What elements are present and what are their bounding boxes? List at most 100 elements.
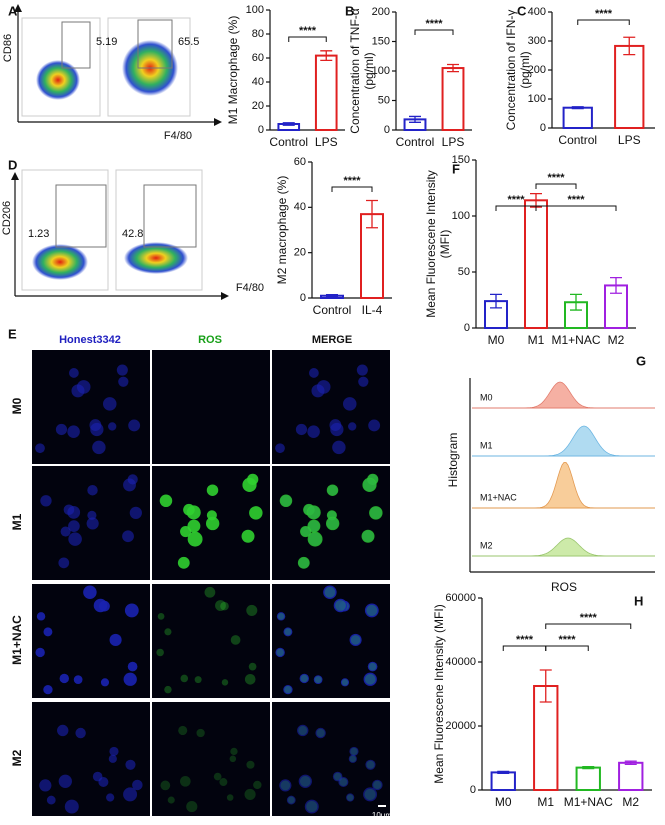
micro-image xyxy=(152,584,270,698)
nucleus xyxy=(93,598,108,613)
hist-y-label: Histogram xyxy=(446,433,460,488)
x-tick-label: LPS xyxy=(442,135,465,149)
ros-signal xyxy=(242,477,257,492)
y-axis-title: (MFI) xyxy=(438,230,452,259)
ros-signal xyxy=(196,728,205,738)
row-label: M1 xyxy=(10,513,24,530)
nucleus xyxy=(58,774,72,788)
y-tick-label: 20 xyxy=(252,100,264,112)
significance-label: **** xyxy=(595,8,613,20)
nucleus xyxy=(92,440,106,455)
ros-signal xyxy=(364,788,376,800)
ros-signal xyxy=(298,725,308,736)
flow-density xyxy=(124,242,188,274)
arrow-head xyxy=(14,4,22,12)
nucleus xyxy=(102,397,117,411)
error-bar xyxy=(409,115,421,123)
nucleus xyxy=(348,754,357,763)
nucleus xyxy=(316,380,331,394)
ros-signal xyxy=(164,628,172,636)
x-tick-label: LPS xyxy=(618,133,641,147)
error-bar xyxy=(539,669,552,703)
nucleus xyxy=(59,673,69,684)
arrow-head xyxy=(11,172,19,180)
ros-signal xyxy=(246,604,258,616)
micro-image xyxy=(272,350,390,464)
nucleus xyxy=(297,724,309,737)
y-tick-label: 20000 xyxy=(445,720,476,732)
column-label: MERGE xyxy=(312,334,352,346)
ros-signal xyxy=(230,635,241,645)
bar xyxy=(614,44,645,129)
ros-signal xyxy=(186,800,198,813)
nucleus xyxy=(342,397,357,411)
ros-signal xyxy=(226,794,234,801)
ros-signal xyxy=(300,775,311,787)
nucleus xyxy=(276,612,286,621)
ridge xyxy=(472,537,655,557)
nucleus xyxy=(333,598,348,613)
nucleus xyxy=(98,777,109,788)
x-tick-label: Control xyxy=(396,135,435,149)
nucleus xyxy=(279,779,292,792)
nucleus xyxy=(123,672,137,686)
significance-label: **** xyxy=(343,175,361,187)
ros-signal xyxy=(277,612,285,620)
y-axis-title: Concentration of TNF-α xyxy=(348,8,362,133)
ros-signal xyxy=(248,662,257,671)
ros-signal xyxy=(297,556,310,569)
nucleus xyxy=(363,672,377,686)
y-axis-title: Concentration of IFN-γ xyxy=(504,10,518,131)
nucleus xyxy=(83,585,97,600)
nucleus xyxy=(313,675,323,684)
nucleus xyxy=(283,627,293,637)
bar xyxy=(314,54,338,131)
gate xyxy=(137,19,173,69)
nucleus xyxy=(68,520,80,532)
significance-label: **** xyxy=(558,634,576,646)
nucleus xyxy=(86,517,99,530)
y-tick-label: 0 xyxy=(258,124,264,136)
ros-signal xyxy=(159,494,173,508)
gate-value: 65.5 xyxy=(178,36,199,48)
ros-signal xyxy=(167,796,175,804)
nucleus xyxy=(109,746,119,757)
nucleus xyxy=(60,526,71,537)
ros-signal xyxy=(306,800,318,813)
ros-signal xyxy=(287,796,295,804)
nucleus xyxy=(349,746,359,757)
nucleus xyxy=(108,754,117,763)
row-label: M1+NAC xyxy=(10,615,24,665)
ros-signal xyxy=(246,760,255,769)
nucleus xyxy=(356,364,368,376)
y-tick-label: 0 xyxy=(300,292,306,304)
significance-label: **** xyxy=(567,194,585,206)
error-bar xyxy=(623,36,636,56)
ros-signal xyxy=(156,648,164,657)
panel-label: F xyxy=(452,161,460,176)
error-bar xyxy=(570,293,582,311)
error-bar xyxy=(571,106,584,110)
gate xyxy=(143,184,197,248)
y-tick-label: 0 xyxy=(470,784,476,796)
error-bar xyxy=(624,760,637,766)
significance-bracket xyxy=(535,183,577,189)
nucleus xyxy=(35,443,45,454)
ros-signal xyxy=(276,648,284,657)
ros-signal xyxy=(314,676,322,684)
x-tick-label: M1 xyxy=(537,795,554,809)
significance-bracket xyxy=(331,186,373,192)
ros-signal xyxy=(284,628,292,636)
significance-label: **** xyxy=(516,634,534,646)
error-bar xyxy=(366,199,378,229)
x-tick-label: M2 xyxy=(622,795,639,809)
nucleus xyxy=(304,799,319,814)
ros-signal xyxy=(346,794,354,801)
ros-signal xyxy=(253,780,262,790)
nucleus xyxy=(323,585,337,600)
panel-label: E xyxy=(8,326,17,341)
error-bar xyxy=(326,293,338,298)
nucleus xyxy=(67,425,80,438)
y-tick-label: 60 xyxy=(294,156,306,168)
bar xyxy=(575,766,601,791)
